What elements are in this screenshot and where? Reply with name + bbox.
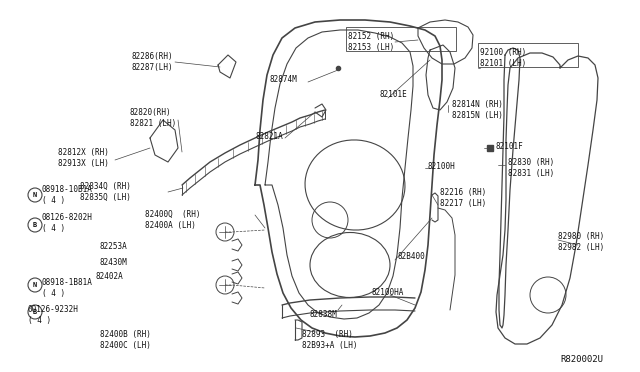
Text: 82400B (RH)
82400C (LH): 82400B (RH) 82400C (LH): [100, 330, 151, 350]
Text: 82216 (RH)
82217 (LH): 82216 (RH) 82217 (LH): [440, 188, 486, 208]
Text: 82253A: 82253A: [100, 242, 128, 251]
Text: 00126-9232H
( 4 ): 00126-9232H ( 4 ): [28, 305, 79, 325]
Text: 82101F: 82101F: [495, 142, 523, 151]
Text: 82980 (RH)
82982 (LH): 82980 (RH) 82982 (LH): [558, 232, 604, 252]
Text: 08126-8202H
( 4 ): 08126-8202H ( 4 ): [42, 213, 93, 233]
Text: 82286(RH)
82287(LH): 82286(RH) 82287(LH): [132, 52, 173, 72]
Text: 08918-10B1A
( 4 ): 08918-10B1A ( 4 ): [42, 185, 93, 205]
Text: 82101E: 82101E: [380, 90, 408, 99]
Text: 82402A: 82402A: [96, 272, 124, 281]
Text: 82830 (RH)
82831 (LH): 82830 (RH) 82831 (LH): [508, 158, 554, 178]
Text: 82430M: 82430M: [100, 258, 128, 267]
Text: 82874M: 82874M: [270, 75, 298, 84]
Text: 82400Q  (RH)
82400A (LH): 82400Q (RH) 82400A (LH): [145, 210, 200, 230]
Text: 08918-1B81A
( 4 ): 08918-1B81A ( 4 ): [42, 278, 93, 298]
Text: B: B: [33, 309, 37, 315]
Text: N: N: [33, 192, 37, 198]
Text: 82838M: 82838M: [310, 310, 338, 319]
Text: 82814N (RH)
82815N (LH): 82814N (RH) 82815N (LH): [452, 100, 503, 120]
Text: 82B400: 82B400: [398, 252, 426, 261]
Text: 82821A: 82821A: [255, 132, 283, 141]
Text: 82893  (RH)
82B93+A (LH): 82893 (RH) 82B93+A (LH): [302, 330, 358, 350]
Text: 82152 (RH)
82153 (LH): 82152 (RH) 82153 (LH): [348, 32, 394, 52]
Text: 82100H: 82100H: [428, 162, 456, 171]
Text: 82100HA: 82100HA: [372, 288, 404, 297]
Text: N: N: [33, 282, 37, 288]
Text: B: B: [33, 222, 37, 228]
Text: 82820(RH)
82821 (LH): 82820(RH) 82821 (LH): [130, 108, 176, 128]
Text: 82812X (RH)
82913X (LH): 82812X (RH) 82913X (LH): [58, 148, 109, 168]
Text: 92100 (RH)
82101 (LH): 92100 (RH) 82101 (LH): [480, 48, 526, 68]
Text: R820002U: R820002U: [560, 355, 603, 364]
Text: 82834Q (RH)
82835Q (LH): 82834Q (RH) 82835Q (LH): [80, 182, 131, 202]
